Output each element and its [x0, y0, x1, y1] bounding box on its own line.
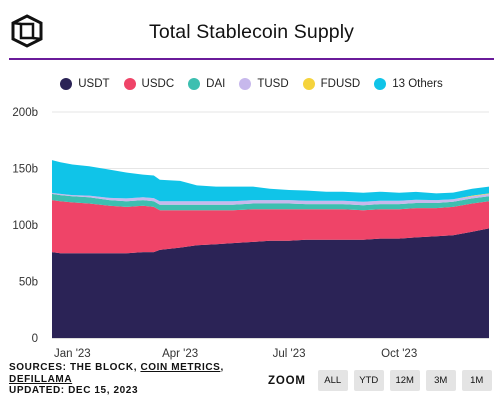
legend-swatch-dai — [188, 78, 201, 90]
stacked-area-chart[interactable]: 0 50b 100b 150b 200b Jan '23 Apr '23 Jul '23 Oct… — [0, 96, 503, 366]
legend-swatch-fdusd — [302, 78, 315, 90]
x-tick-label: Jan '23 — [54, 348, 91, 360]
area-series-usdt[interactable] — [52, 228, 489, 338]
legend-item-usdc[interactable]: USDC — [123, 78, 175, 90]
zoom-1m-button[interactable]: 1M — [461, 370, 492, 391]
defillama-link[interactable]: DEFILLAMA — [9, 373, 73, 385]
sources-text: SOURCES: THE BLOCK, — [9, 362, 141, 373]
legend-swatch-others — [374, 78, 387, 90]
area-series-tusd[interactable] — [52, 192, 489, 206]
legend-label: USDT — [78, 78, 110, 90]
page-title: Total Stablecoin Supply — [148, 21, 354, 43]
legend-label: TUSD — [257, 78, 289, 90]
updated-date: UPDATED: DEC 15, 2023 — [9, 385, 139, 396]
legend-item-tusd[interactable]: TUSD — [239, 78, 289, 90]
x-tick-label: Apr '23 — [162, 348, 198, 360]
chart-sources: SOURCES: THE BLOCK, COIN METRICS, DEFILL… — [9, 362, 224, 397]
legend-label: 13 Others — [392, 78, 443, 90]
legend-swatch-usdt — [60, 78, 73, 90]
x-tick-label: Jul '23 — [273, 348, 306, 360]
legend-label: FDUSD — [320, 78, 361, 90]
legend-swatch-tusd — [239, 78, 252, 90]
sources-separator: , — [220, 362, 224, 373]
area-series-usdc[interactable] — [52, 200, 489, 254]
zoom-label: ZOOM — [268, 374, 306, 387]
legend-swatch-usdc — [123, 78, 136, 90]
legend-item-fdusd[interactable]: FDUSD — [302, 78, 361, 90]
area-series-dai[interactable] — [52, 193, 489, 211]
zoom-ytd-button[interactable]: YTD — [353, 370, 384, 391]
y-tick-label: 50b — [19, 277, 38, 289]
title-divider — [9, 58, 494, 60]
zoom-controls: ZOOM ALL YTD 12M 3M 1M — [268, 370, 492, 391]
legend-item-dai[interactable]: DAI — [188, 78, 225, 90]
y-tick-label: 0 — [32, 333, 38, 345]
y-tick-label: 100b — [12, 220, 38, 232]
coin-metrics-link[interactable]: COIN METRICS — [140, 362, 221, 373]
x-tick-label: Oct '23 — [381, 348, 417, 360]
y-tick-label: 150b — [12, 164, 38, 176]
y-tick-label: 200b — [12, 107, 38, 119]
legend-label: USDC — [141, 78, 175, 90]
legend-item-usdt[interactable]: USDT — [60, 78, 110, 90]
legend-item-others[interactable]: 13 Others — [374, 78, 443, 90]
area-series-13-others[interactable] — [52, 160, 489, 202]
zoom-3m-button[interactable]: 3M — [425, 370, 456, 391]
legend-label: DAI — [206, 78, 226, 90]
chart-legend: USDT USDC DAI TUSD FDUSD 13 Others — [0, 78, 503, 90]
zoom-all-button[interactable]: ALL — [317, 370, 348, 391]
the-block-cube-logo — [11, 14, 43, 48]
zoom-12m-button[interactable]: 12M — [389, 370, 420, 391]
